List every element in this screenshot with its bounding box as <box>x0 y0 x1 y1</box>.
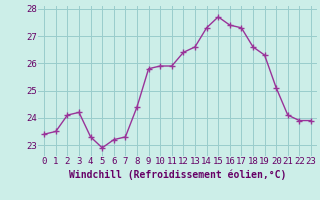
X-axis label: Windchill (Refroidissement éolien,°C): Windchill (Refroidissement éolien,°C) <box>69 169 286 180</box>
